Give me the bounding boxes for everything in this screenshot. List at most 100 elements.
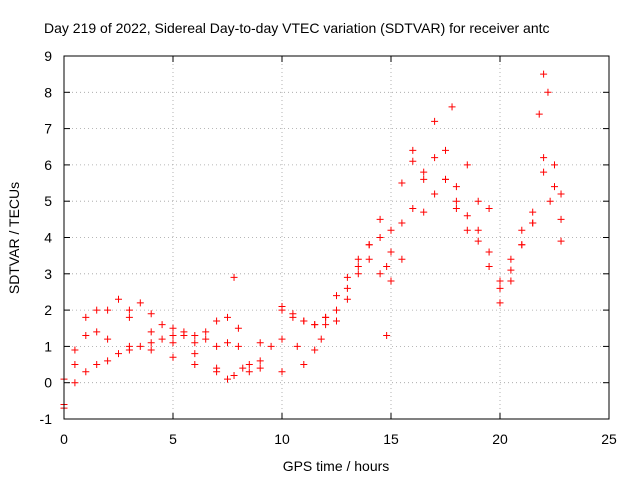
data-point [256, 339, 264, 347]
data-point [293, 342, 301, 350]
y-tick-label: 4 [44, 230, 52, 246]
data-point [278, 368, 286, 376]
series-trace-1 [60, 154, 565, 383]
x-tick-label: 15 [383, 431, 399, 447]
data-point [147, 310, 155, 318]
data-point [311, 321, 319, 329]
y-tick-label: 9 [44, 48, 52, 64]
data-point [485, 204, 493, 212]
data-point [496, 284, 504, 292]
data-point [409, 146, 417, 154]
data-point [267, 342, 275, 350]
data-point [136, 342, 144, 350]
y-tick-label: 2 [44, 302, 52, 318]
data-point [191, 361, 199, 369]
data-point [169, 324, 177, 332]
data-point [518, 226, 526, 234]
data-point [540, 168, 548, 176]
series-trace-2 [60, 154, 565, 408]
data-point [442, 146, 449, 154]
data-point [125, 306, 133, 314]
data-point [452, 204, 460, 212]
data-point [474, 237, 482, 245]
data-point [474, 197, 482, 205]
x-tick-label: 25 [601, 431, 617, 447]
x-axis-label: GPS time / hours [283, 458, 390, 474]
data-point [311, 346, 319, 354]
data-point [147, 328, 155, 336]
data-point [431, 154, 439, 162]
data-point [158, 321, 166, 329]
y-tick-label: 8 [44, 84, 52, 100]
data-point [239, 364, 247, 372]
data-point [420, 168, 428, 176]
data-point [333, 292, 340, 300]
data-point [82, 313, 90, 321]
data-point [224, 313, 231, 321]
data-point [82, 332, 90, 340]
data-point [452, 197, 460, 205]
y-tick-label: 7 [44, 121, 52, 137]
data-point [71, 361, 79, 369]
data-point [245, 368, 253, 376]
data-point [230, 371, 238, 379]
data-point [322, 313, 330, 321]
data-point [383, 263, 391, 271]
data-point [213, 368, 221, 376]
data-point [256, 357, 264, 365]
data-point [546, 197, 554, 205]
data-point [169, 353, 177, 361]
y-tick-label: 0 [44, 375, 52, 391]
y-tick-label: 3 [44, 266, 52, 282]
data-point [322, 321, 330, 329]
data-point [191, 350, 199, 358]
data-point [169, 339, 177, 347]
x-tick-label: 5 [169, 431, 177, 447]
y-tick-label: 6 [44, 157, 52, 173]
data-point [125, 346, 133, 354]
data-point [529, 208, 537, 216]
data-point [442, 175, 449, 183]
data-point [202, 328, 210, 336]
data-point [463, 161, 471, 169]
data-point [213, 342, 221, 350]
y-tick-label: 1 [44, 338, 52, 354]
data-point [398, 255, 406, 263]
data-point [169, 332, 177, 340]
grid-lines [64, 56, 609, 419]
data-point [317, 335, 325, 343]
data-point [343, 295, 351, 303]
data-point [496, 277, 504, 285]
data-point [213, 317, 221, 325]
data-point [333, 317, 340, 325]
y-tick-label: 5 [44, 193, 52, 209]
data-point [104, 357, 112, 365]
data-point [245, 361, 253, 369]
data-point [354, 255, 362, 263]
data-point [71, 346, 79, 354]
data-point [104, 306, 112, 314]
plot-frame [63, 55, 610, 420]
data-point [485, 248, 493, 256]
data-point [82, 368, 90, 376]
data-point [191, 332, 199, 340]
data-point [463, 226, 471, 234]
data-point [343, 273, 351, 281]
data-point [387, 226, 395, 234]
data-point [409, 204, 417, 212]
data-point [234, 324, 242, 332]
data-point [191, 339, 199, 347]
x-tick-label: 0 [60, 431, 68, 447]
data-point [551, 183, 558, 191]
data-point [474, 226, 482, 234]
data-point [376, 270, 384, 278]
data-point [535, 110, 543, 118]
data-point [383, 332, 391, 340]
data-point [354, 270, 362, 278]
data-point [376, 215, 384, 223]
data-point [125, 313, 133, 321]
series-trace-4 [115, 295, 330, 347]
data-point [448, 103, 456, 111]
tick-labels: 0 5 10 15 20 25 -1 0 1 2 3 4 5 6 7 8 9 [40, 48, 617, 447]
